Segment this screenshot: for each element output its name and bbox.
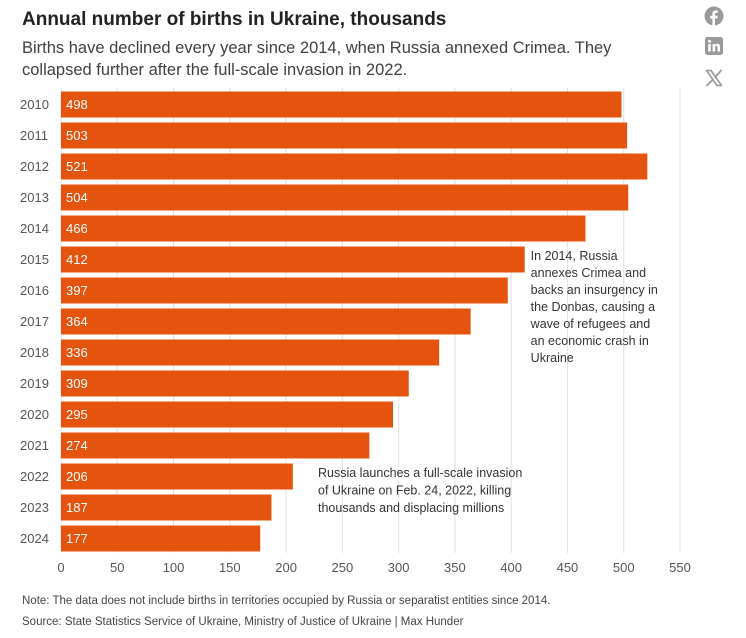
bar-value-label: 177 bbox=[66, 531, 88, 546]
x-tick-label: 400 bbox=[500, 560, 522, 575]
facebook-icon bbox=[704, 6, 724, 26]
bar-value-label: 295 bbox=[66, 407, 88, 422]
source-credit: Source: State Statistics Service of Ukra… bbox=[22, 616, 464, 628]
annotation-line: In 2014, Russia bbox=[531, 249, 618, 263]
chart-title: Annual number of births in Ukraine, thou… bbox=[22, 9, 447, 30]
x-tick-label: 500 bbox=[613, 560, 635, 575]
x-tick-label: 250 bbox=[332, 560, 354, 575]
bar-value-label: 498 bbox=[66, 97, 88, 112]
bar bbox=[61, 215, 586, 242]
x-tick-label: 100 bbox=[163, 560, 185, 575]
bar-value-label: 336 bbox=[66, 345, 88, 360]
y-category-label: 2019 bbox=[20, 376, 49, 391]
y-category-label: 2017 bbox=[20, 314, 49, 329]
y-category-label: 2012 bbox=[20, 159, 49, 174]
share-facebook-button[interactable] bbox=[701, 3, 727, 29]
annotation-line: the Donbas, causing a bbox=[531, 300, 655, 314]
bar bbox=[61, 463, 293, 490]
bar-value-label: 503 bbox=[66, 128, 88, 143]
bar-value-label: 364 bbox=[66, 314, 88, 329]
bar bbox=[61, 339, 440, 366]
chart-annotation: In 2014, Russia annexes Crimea and backs a… bbox=[530, 249, 658, 365]
x-tick-label: 150 bbox=[219, 560, 241, 575]
x-tick-label: 350 bbox=[444, 560, 466, 575]
bar bbox=[61, 401, 394, 428]
bar-value-label: 309 bbox=[66, 376, 88, 391]
bar bbox=[61, 246, 525, 273]
bar-chart: 0 50 100 150 200 250 300 350 400 450 500 550 498 201… bbox=[20, 88, 691, 575]
annotation-line: annexes Crimea and bbox=[531, 266, 646, 280]
chart-subtitle: Births have declined every year since 20… bbox=[22, 39, 612, 79]
annotation-line: of Ukraine on Feb. 24, 2022, killing bbox=[318, 484, 511, 498]
annotation-line: wave of refugees and bbox=[530, 317, 651, 331]
bar bbox=[61, 153, 648, 180]
y-category-label: 2015 bbox=[20, 252, 49, 267]
bar-value-label: 521 bbox=[66, 159, 88, 174]
bar bbox=[61, 91, 622, 118]
y-category-label: 2024 bbox=[20, 531, 49, 546]
y-category-label: 2018 bbox=[20, 345, 49, 360]
y-category-label: 2016 bbox=[20, 283, 49, 298]
y-category-label: 2022 bbox=[20, 469, 49, 484]
bar bbox=[61, 277, 508, 304]
y-category-label: 2010 bbox=[20, 97, 49, 112]
y-category-label: 2011 bbox=[20, 128, 48, 143]
x-tick-label: 300 bbox=[388, 560, 410, 575]
x-tick-label: 50 bbox=[110, 560, 124, 575]
annotation-line: Ukraine bbox=[531, 351, 574, 365]
bar bbox=[61, 308, 471, 335]
x-tick-label: 0 bbox=[57, 560, 64, 575]
y-category-label: 2013 bbox=[20, 190, 49, 205]
chart-annotation: Russia launches a full-scale invasion of … bbox=[318, 466, 522, 515]
annotation-line: an economic crash in bbox=[531, 334, 649, 348]
bar bbox=[61, 432, 370, 459]
bar bbox=[61, 122, 628, 149]
bar-value-label: 466 bbox=[66, 221, 88, 236]
bar bbox=[61, 370, 409, 397]
linkedin-icon bbox=[705, 37, 723, 55]
share-x-button[interactable] bbox=[701, 65, 727, 91]
x-tick-label: 200 bbox=[275, 560, 297, 575]
bar-value-label: 206 bbox=[66, 469, 88, 484]
x-icon bbox=[705, 69, 723, 87]
footnote: Note: The data does not include births i… bbox=[22, 595, 551, 607]
bar-value-label: 274 bbox=[66, 438, 88, 453]
share-linkedin-button[interactable] bbox=[701, 33, 727, 59]
bar bbox=[61, 525, 261, 552]
annotation-line: Russia launches a full-scale invasion bbox=[318, 466, 522, 480]
x-tick-label: 550 bbox=[669, 560, 691, 575]
y-category-label: 2014 bbox=[20, 221, 49, 236]
bar-value-label: 504 bbox=[66, 190, 88, 205]
y-category-label: 2023 bbox=[20, 500, 49, 515]
y-category-label: 2021 bbox=[20, 438, 49, 453]
bar bbox=[61, 494, 272, 521]
bar-value-label: 187 bbox=[66, 500, 88, 515]
annotation-line: thousands and displacing millions bbox=[318, 501, 504, 515]
annotation-line: backs an insurgency in bbox=[531, 283, 658, 297]
bar-value-label: 397 bbox=[66, 283, 88, 298]
y-category-label: 2020 bbox=[20, 407, 49, 422]
x-tick-label: 450 bbox=[557, 560, 579, 575]
bar bbox=[61, 184, 629, 211]
bar-value-label: 412 bbox=[66, 252, 88, 267]
